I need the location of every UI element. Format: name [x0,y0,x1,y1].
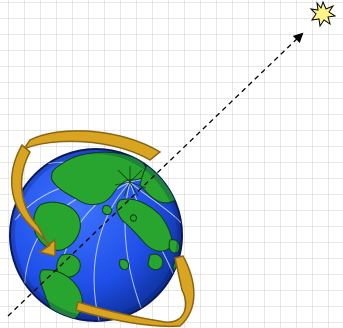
rotation-arrow-bottom [75,255,195,328]
pole-spokes [114,166,147,197]
sun-star-icon [309,0,337,28]
rotation-arrow-front [10,143,56,257]
sun-direction-ray [7,32,304,317]
continents [33,151,182,321]
